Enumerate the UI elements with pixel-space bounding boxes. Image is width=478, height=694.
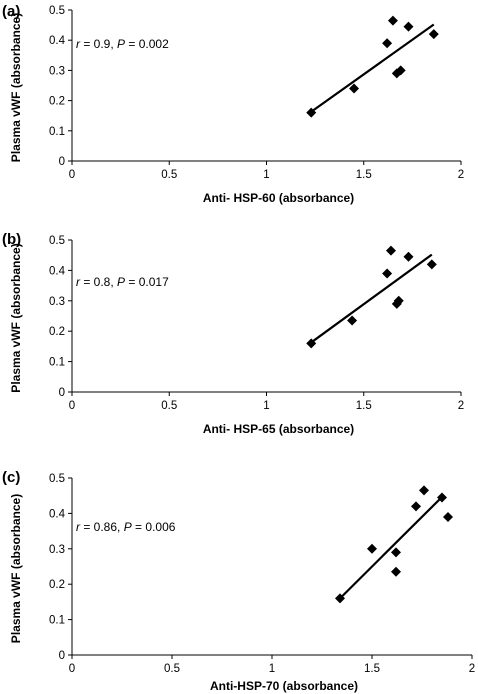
data-point	[403, 251, 414, 262]
data-point	[411, 501, 421, 512]
y-axis-title: Plasma vWF (absorbance)	[9, 13, 23, 162]
y-tick-label: 0.2	[49, 96, 65, 108]
data-point	[443, 511, 453, 522]
data-point	[306, 338, 317, 349]
y-tick-label: 0.4	[49, 35, 66, 47]
data-point	[426, 259, 437, 270]
y-tick-label: 0.2	[49, 326, 65, 338]
data-point	[367, 543, 377, 554]
y-tick-label: 0	[59, 387, 65, 399]
x-tick-label: 0.5	[161, 169, 177, 181]
y-axis-title: Plasma vWF (absorbance)	[9, 494, 23, 643]
data-point	[306, 107, 317, 118]
chart-panel-2: (b) 0 0.1 0.2 0.3 0.4 0.5 0 0.5 1 1.5 2 Anti- HSP-65…	[2, 231, 464, 436]
x-axis-title: Anti-HSP-70 (absorbance)	[210, 679, 358, 693]
x-tick-label: 0.5	[161, 400, 177, 412]
y-tick-label: 0.5	[49, 5, 65, 17]
data-point	[419, 485, 429, 496]
x-tick-label: 0	[69, 663, 75, 675]
chart-panel-1: (a) 0 0.1 0.2 0.3 0.4 0.5 0 0.5 1 1.5 2 Anti- HSP-60…	[2, 3, 464, 205]
y-tick-label: 0.5	[49, 235, 65, 247]
y-axis-title: Plasma vWF (absorbance)	[9, 243, 23, 392]
data-point	[349, 83, 360, 94]
x-tick-label: 0.5	[164, 663, 180, 675]
x-tick-label: 2	[458, 169, 464, 181]
y-tick-label: 0.5	[49, 473, 65, 485]
stats-annotation: r = 0.8, P = 0.017	[76, 275, 169, 289]
data-point	[347, 315, 358, 326]
y-tick-label: 0.1	[49, 126, 65, 138]
panel-label: (a)	[2, 3, 20, 20]
data-point	[391, 566, 401, 577]
x-tick-label: 1.5	[356, 169, 372, 181]
y-tick-label: 0.1	[49, 615, 65, 627]
data-point	[382, 38, 393, 49]
x-tick-label: 2	[469, 663, 475, 675]
x-tick-label: 0	[69, 169, 75, 181]
y-tick-label: 0	[59, 650, 65, 662]
x-tick-label: 1.5	[356, 400, 372, 412]
data-point	[437, 492, 447, 503]
y-tick-label: 0.4	[49, 508, 66, 520]
x-tick-label: 1	[263, 169, 269, 181]
panel-label: (b)	[2, 231, 21, 248]
stats-annotation: r = 0.86, P = 0.006	[76, 520, 176, 534]
stats-annotation: r = 0.9, P = 0.002	[76, 37, 169, 51]
x-tick-label: 0	[69, 400, 75, 412]
trend-line	[339, 494, 445, 600]
y-tick-label: 0.3	[49, 65, 65, 77]
panel-label: (c)	[2, 469, 20, 486]
data-point	[391, 547, 401, 558]
x-axis-title: Anti- HSP-65 (absorbance)	[203, 422, 354, 436]
data-point	[335, 593, 345, 604]
y-tick-label: 0.3	[49, 296, 65, 308]
data-point	[382, 268, 393, 279]
data-point	[385, 245, 396, 256]
y-tick-label: 0	[59, 156, 65, 168]
data-point	[393, 295, 404, 306]
chart-panel-3: (c) 0 0.1 0.2 0.3 0.4 0.5 0 0.5 1 1.5 2 Anti-HSP-70 …	[2, 469, 475, 693]
y-tick-label: 0.4	[49, 265, 66, 277]
data-point	[395, 65, 406, 76]
y-tick-label: 0.2	[49, 579, 65, 591]
y-tick-label: 0.3	[49, 544, 65, 556]
x-tick-label: 2	[458, 400, 464, 412]
data-point	[403, 21, 414, 32]
y-tick-label: 0.1	[49, 357, 65, 369]
data-point	[428, 29, 439, 40]
data-point	[387, 15, 398, 26]
x-axis-title: Anti- HSP-60 (absorbance)	[203, 191, 354, 205]
x-tick-label: 1	[269, 663, 275, 675]
x-tick-label: 1	[263, 400, 269, 412]
trend-line	[310, 23, 435, 113]
x-tick-label: 1.5	[364, 663, 380, 675]
trend-line	[310, 253, 433, 344]
